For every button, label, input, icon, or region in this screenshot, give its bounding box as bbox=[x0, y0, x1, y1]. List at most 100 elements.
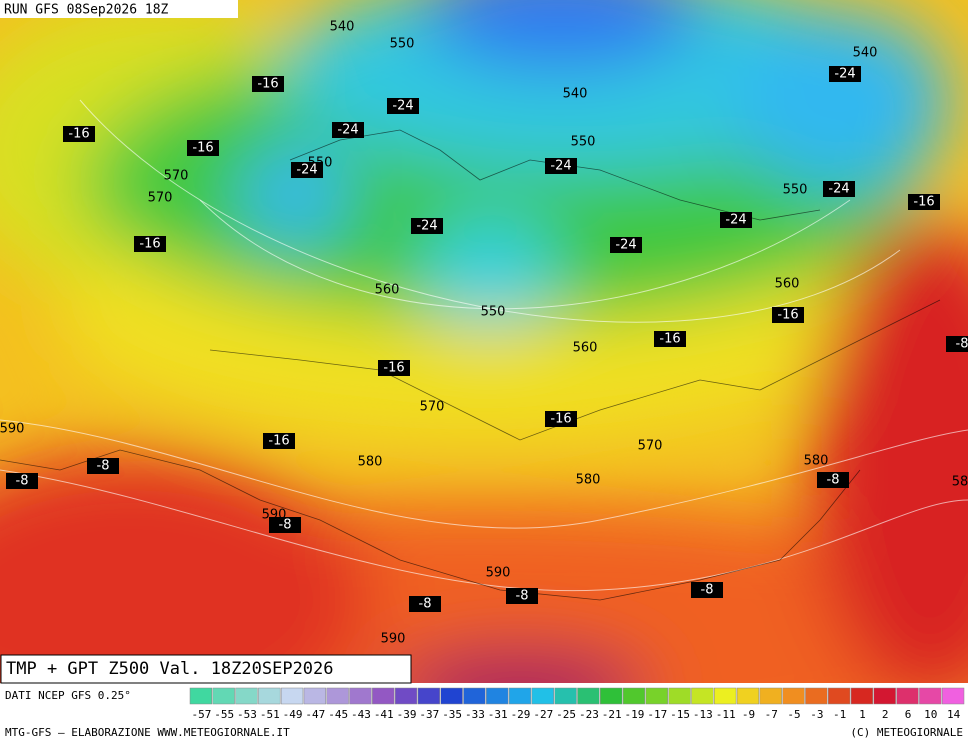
colorbar-swatch bbox=[258, 687, 281, 705]
colorbar-swatch bbox=[600, 687, 623, 705]
contour-label: 570 bbox=[164, 169, 189, 184]
colorbar-swatch bbox=[759, 687, 782, 705]
map-title: TMP + GPT Z500 Val. 18Z20SEP2026 bbox=[6, 659, 334, 679]
colorbar-swatch bbox=[941, 687, 965, 705]
colorbar-swatch bbox=[668, 687, 691, 705]
temperature-label-box bbox=[332, 122, 364, 138]
temperature-label: -16 bbox=[659, 332, 680, 347]
colorbar-label: -47 bbox=[305, 708, 325, 721]
temperature-label: -8 bbox=[827, 473, 840, 488]
colorbar-label: -49 bbox=[283, 708, 303, 721]
contour-label: 550 bbox=[783, 183, 808, 198]
colorbar-swatch bbox=[440, 687, 463, 705]
colorbar-swatch bbox=[394, 687, 418, 705]
contour-label: 550 bbox=[390, 37, 415, 52]
colorbar-label: -41 bbox=[374, 708, 394, 721]
temperature-label: -24 bbox=[416, 219, 437, 234]
colorbar-label: -33 bbox=[465, 708, 485, 721]
temperature-label: -16 bbox=[777, 308, 798, 323]
run-label: RUN GFS 08Sep2026 18Z bbox=[4, 3, 169, 18]
contour-label: 580 bbox=[576, 473, 601, 488]
contour-label: 560 bbox=[573, 341, 598, 356]
temperature-label-box bbox=[720, 212, 752, 228]
colorbar-label: -27 bbox=[533, 708, 553, 721]
temperature-label-box bbox=[823, 181, 855, 197]
colorbar-label: -43 bbox=[351, 708, 371, 721]
temperature-label: -16 bbox=[257, 77, 278, 92]
contour-label: 550 bbox=[571, 135, 596, 150]
temperature-label-box bbox=[291, 162, 323, 178]
temperature-label-box bbox=[409, 596, 441, 612]
temperature-label-box bbox=[134, 236, 166, 252]
run-box bbox=[0, 0, 238, 18]
colorbar-swatch bbox=[372, 687, 395, 705]
contour-label: 540 bbox=[330, 20, 355, 35]
temperature-label-box bbox=[610, 237, 642, 253]
colorbar-swatch bbox=[622, 687, 646, 705]
temperature-label: -8 bbox=[701, 583, 714, 598]
temperature-label: -24 bbox=[725, 213, 746, 228]
temperature-label: -24 bbox=[296, 163, 317, 178]
colorbar-label: 2 bbox=[882, 708, 889, 721]
temperature-label: -16 bbox=[913, 195, 934, 210]
colorbar-label: -21 bbox=[602, 708, 622, 721]
temperature-label-box bbox=[263, 433, 295, 449]
colorbar-label: 10 bbox=[924, 708, 937, 721]
temperature-label-box bbox=[545, 411, 577, 427]
temperature-label-box bbox=[654, 331, 686, 347]
colorbar-label: -1 bbox=[833, 708, 846, 721]
colorbar-swatch bbox=[554, 687, 577, 705]
colorbar-swatch bbox=[896, 687, 919, 705]
colorbar-label: 14 bbox=[947, 708, 961, 721]
temperature-label: -8 bbox=[516, 589, 529, 604]
temperature-label: -8 bbox=[419, 597, 432, 612]
colorbar-swatch bbox=[919, 687, 942, 705]
temperature-label: -24 bbox=[834, 67, 855, 82]
colorbar-label: -35 bbox=[442, 708, 462, 721]
contour-label: 550 bbox=[481, 305, 506, 320]
temperature-label-box bbox=[772, 307, 804, 323]
colorbar-label: -13 bbox=[693, 708, 713, 721]
contour-label: 570 bbox=[420, 400, 445, 415]
temperature-label: -8 bbox=[16, 474, 29, 489]
temperature-label: -24 bbox=[828, 182, 849, 197]
temperature-label: -16 bbox=[383, 361, 404, 376]
colorbar-label: -23 bbox=[579, 708, 599, 721]
contour-label: 560 bbox=[775, 277, 800, 292]
colorbar-label: 6 bbox=[905, 708, 912, 721]
temperature-label-box bbox=[908, 194, 940, 210]
colorbar-swatch bbox=[873, 687, 896, 705]
colorbar-label: -57 bbox=[191, 708, 211, 721]
footer-right: (C) METEOGIORNALE bbox=[850, 726, 963, 739]
temperature-label: -24 bbox=[550, 159, 571, 174]
colorbar-label: -9 bbox=[742, 708, 755, 721]
temperature-label: -16 bbox=[550, 412, 571, 427]
colorbar-label: -29 bbox=[511, 708, 531, 721]
contour-label: 570 bbox=[148, 191, 173, 206]
temperature-label-box bbox=[269, 517, 301, 533]
colorbar-swatch bbox=[349, 687, 372, 705]
contour-label: 580 bbox=[804, 454, 829, 469]
temperature-label-box bbox=[946, 336, 968, 352]
contour-label: 580 bbox=[358, 455, 383, 470]
colorbar-label: -17 bbox=[647, 708, 667, 721]
temperature-label-box bbox=[252, 76, 284, 92]
temperature-label-box bbox=[817, 472, 849, 488]
colorbar-label: -39 bbox=[397, 708, 417, 721]
temperature-label-box bbox=[187, 140, 219, 156]
temperature-label-box bbox=[691, 582, 723, 598]
colorbar-swatch bbox=[235, 687, 258, 705]
title-box bbox=[0, 654, 412, 684]
temperature-label-box bbox=[6, 473, 38, 489]
temperature-label: -16 bbox=[139, 237, 160, 252]
colorbar-swatch bbox=[303, 687, 327, 705]
colorbar-swatch bbox=[486, 687, 509, 705]
temperature-label-box bbox=[378, 360, 410, 376]
temperature-label: -24 bbox=[337, 123, 358, 138]
colorbar-label: -55 bbox=[214, 708, 234, 721]
colorbar-label: -31 bbox=[488, 708, 508, 721]
colorbar-label: 1 bbox=[859, 708, 866, 721]
colorbar-swatch bbox=[577, 687, 600, 705]
